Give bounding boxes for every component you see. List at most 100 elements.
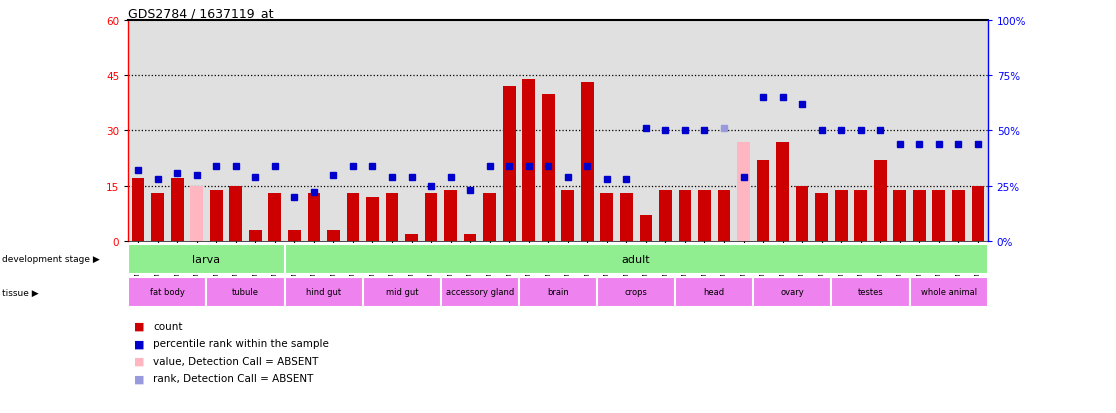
Bar: [718, 190, 730, 242]
Bar: [910, 278, 988, 307]
Bar: [522, 80, 535, 242]
Bar: [347, 194, 359, 242]
Bar: [405, 234, 417, 242]
Bar: [225, 21, 246, 242]
Text: ovary: ovary: [780, 288, 805, 297]
Bar: [538, 21, 558, 242]
Bar: [483, 194, 496, 242]
Bar: [581, 83, 594, 242]
Bar: [933, 190, 945, 242]
Bar: [639, 216, 652, 242]
Bar: [128, 21, 147, 242]
Bar: [952, 190, 964, 242]
Bar: [285, 21, 304, 242]
Bar: [366, 197, 378, 242]
Bar: [600, 194, 613, 242]
Text: crops: crops: [625, 288, 647, 297]
Bar: [796, 186, 808, 242]
Bar: [636, 21, 655, 242]
Bar: [812, 21, 831, 242]
Text: ■: ■: [134, 373, 144, 383]
Bar: [343, 21, 363, 242]
Bar: [929, 21, 949, 242]
Text: brain: brain: [547, 288, 569, 297]
Bar: [578, 21, 597, 242]
Bar: [772, 21, 792, 242]
Bar: [694, 21, 714, 242]
Bar: [210, 190, 222, 242]
Bar: [675, 278, 753, 307]
Bar: [519, 21, 538, 242]
Text: tissue ▶: tissue ▶: [2, 288, 39, 297]
Bar: [363, 21, 382, 242]
Text: larva: larva: [192, 254, 221, 264]
Bar: [288, 230, 300, 242]
Bar: [132, 179, 144, 242]
Bar: [171, 179, 183, 242]
Bar: [324, 21, 343, 242]
Bar: [249, 230, 261, 242]
Bar: [660, 190, 672, 242]
Bar: [714, 21, 733, 242]
Bar: [734, 21, 753, 242]
Bar: [855, 190, 867, 242]
Bar: [816, 194, 828, 242]
Bar: [597, 21, 616, 242]
Bar: [753, 278, 831, 307]
Text: ■: ■: [134, 356, 144, 366]
Bar: [503, 87, 516, 242]
Text: head: head: [704, 288, 724, 297]
Bar: [499, 21, 519, 242]
Bar: [304, 21, 324, 242]
Text: hind gut: hind gut: [306, 288, 341, 297]
Bar: [792, 21, 811, 242]
Bar: [699, 190, 711, 242]
Bar: [831, 21, 850, 242]
Bar: [738, 142, 750, 242]
Bar: [285, 278, 363, 307]
Text: adult: adult: [622, 254, 651, 264]
Bar: [480, 21, 499, 242]
Bar: [968, 21, 988, 242]
Text: testes: testes: [857, 288, 884, 297]
Bar: [679, 190, 691, 242]
Bar: [425, 194, 437, 242]
Text: GDS2784 / 1637119_at: GDS2784 / 1637119_at: [128, 7, 273, 19]
Bar: [874, 161, 886, 242]
Bar: [152, 194, 164, 242]
Bar: [246, 21, 264, 242]
Bar: [264, 21, 285, 242]
Bar: [620, 194, 633, 242]
Bar: [597, 278, 675, 307]
Text: whole animal: whole animal: [921, 288, 976, 297]
Bar: [949, 21, 968, 242]
Text: mid gut: mid gut: [385, 288, 418, 297]
Bar: [147, 21, 167, 242]
Bar: [972, 186, 984, 242]
Text: rank, Detection Call = ABSENT: rank, Detection Call = ABSENT: [153, 373, 314, 383]
Bar: [191, 186, 203, 242]
Bar: [441, 278, 519, 307]
Bar: [894, 190, 906, 242]
Bar: [835, 190, 847, 242]
Bar: [831, 278, 910, 307]
Text: fat body: fat body: [150, 288, 185, 297]
Bar: [757, 161, 769, 242]
Text: count: count: [153, 321, 182, 331]
Bar: [269, 194, 281, 242]
Bar: [421, 21, 441, 242]
Bar: [850, 21, 870, 242]
Bar: [441, 21, 460, 242]
Bar: [519, 278, 597, 307]
Bar: [889, 21, 910, 242]
Bar: [561, 190, 574, 242]
Bar: [363, 278, 441, 307]
Bar: [675, 21, 694, 242]
Text: value, Detection Call = ABSENT: value, Detection Call = ABSENT: [153, 356, 318, 366]
Bar: [230, 186, 242, 242]
Bar: [910, 21, 929, 242]
Bar: [870, 21, 889, 242]
Bar: [753, 21, 772, 242]
Text: tubule: tubule: [232, 288, 259, 297]
Bar: [327, 230, 339, 242]
